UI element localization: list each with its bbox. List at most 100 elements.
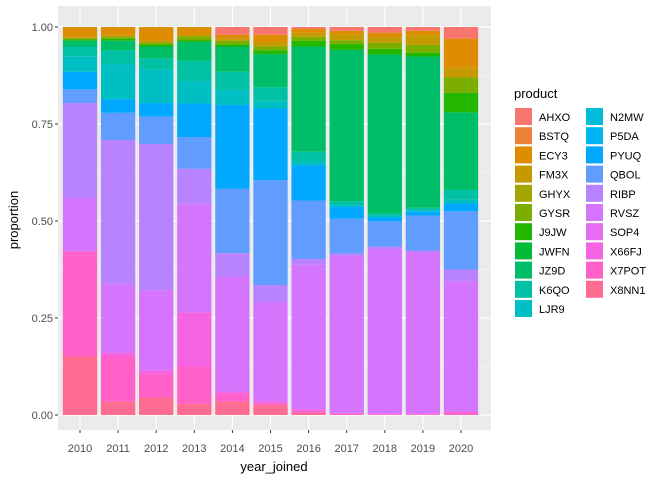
legend-label-ecy3: ECY3	[539, 150, 568, 162]
bar-segment-ljr9-2015	[253, 100, 288, 109]
legend-key-bstq	[515, 127, 532, 145]
bar-segment-rvsz-2017	[329, 255, 364, 413]
bar-segment-jz9d-2015	[253, 54, 288, 88]
bar-segment-gysr-2012	[139, 42, 174, 45]
bar-segment-ljr9-2010	[62, 56, 98, 72]
legend-label-jwfn: JWFN	[539, 246, 570, 258]
bar-segment-x7pot-2011	[100, 356, 136, 402]
bar-segment-ribp-2015	[253, 285, 288, 303]
bar-segment-fm3x-2013	[177, 34, 212, 37]
bar-segment-ljr9-2012	[139, 69, 174, 104]
bar-segment-rvsz-2014	[215, 276, 250, 392]
legend-key-ribp	[586, 184, 603, 202]
bar-segment-ecy3-2017	[329, 30, 364, 35]
bar-segment-qbol-2012	[139, 116, 174, 144]
legend-label-x8nn1: X8NN1	[610, 285, 645, 297]
bar-segment-jz9d-2013	[177, 41, 212, 61]
bar-segment-x66fj-2020	[443, 411, 479, 414]
legend-key-x8nn1	[586, 280, 603, 298]
bar-segment-ribp-2020	[443, 269, 479, 282]
bar-segment-ljr9-2017	[329, 205, 364, 208]
bar-segment-rvsz-2020	[443, 281, 479, 412]
bar-segment-x66fj-2014	[215, 391, 250, 394]
bar-segment-pyuq-2017	[329, 207, 364, 219]
bar-segment-gysr-2013	[177, 36, 212, 41]
bar-segment-qbol-2020	[443, 211, 479, 270]
bar-segment-k6qo-2015	[253, 87, 288, 101]
legend-label-sop4: SOP4	[610, 227, 639, 239]
bar-segment-k6qo-2020	[443, 189, 479, 200]
bar-segment-x7pot-2020	[443, 413, 479, 415]
bar-segment-rvsz-2013	[177, 204, 212, 313]
bar-segment-qbol-2019	[405, 215, 441, 251]
legend-label-ghyx: GHYX	[539, 189, 571, 201]
bar-segment-fm3x-2010	[62, 36, 98, 39]
legend-key-n2mw	[586, 108, 603, 125]
bar-segment-jz9d-2010	[62, 40, 98, 47]
y-axis-title: proportion	[6, 191, 21, 250]
legend-key-ghyx	[515, 184, 532, 202]
bar-segment-gysr-2015	[253, 46, 288, 51]
bar-segment-j9jw-2013	[177, 40, 212, 42]
bar-segment-ribp-2017	[329, 253, 364, 256]
bar-segment-rvsz-2019	[405, 252, 441, 414]
bar-segment-x8nn1-2015	[253, 405, 288, 415]
bar-segment-x66fj-2015	[253, 401, 288, 404]
bar-segment-qbol-2018	[367, 221, 402, 247]
bar-segment-fm3x-2012	[139, 40, 174, 43]
bar-segment-ahxo-2017	[329, 27, 364, 31]
legend-key-x66fj	[586, 242, 603, 260]
bar-segment-ecy3-2012	[139, 27, 174, 41]
bar-segment-ecy3-2015	[253, 34, 288, 43]
bar-segment-x66fj-2012	[139, 370, 174, 375]
bar-segment-pyuq-2014	[215, 104, 250, 189]
bar-segment-fm3x-2017	[329, 34, 364, 41]
x-tick-label: 2011	[106, 443, 130, 455]
bar-segment-ribp-2016	[291, 259, 326, 265]
bar-segment-ahxo-2014	[215, 27, 250, 35]
y-tick-label: 1.00	[32, 22, 53, 34]
bar-segment-gysr-2020	[443, 77, 479, 93]
legend-label-rvsz: RVSZ	[610, 208, 639, 220]
bar-segment-jz9d-2011	[100, 40, 136, 51]
legend-label-p5da: P5DA	[610, 131, 639, 143]
legend-key-sop4	[586, 223, 603, 241]
bar-segment-gysr-2017	[329, 40, 364, 45]
bar-segment-j9jw-2014	[215, 44, 250, 47]
bar-segment-qbol-2015	[253, 180, 288, 286]
x-tick-label: 2018	[373, 443, 397, 455]
bar-segment-x66fj-2011	[100, 352, 136, 357]
bar-segment-qbol-2010	[62, 89, 98, 104]
bar-segment-ahxo-2015	[253, 27, 288, 35]
bar-segment-j9jw-2019	[405, 52, 441, 57]
bar-segment-x7pot-2010	[62, 251, 98, 357]
legend-label-j9jw: J9JW	[539, 227, 567, 239]
bar-segment-k6qo-2011	[100, 50, 136, 65]
bar-segment-jz9d-2012	[139, 46, 174, 59]
bar-segment-qbol-2017	[329, 218, 364, 254]
bar-segment-ribp-2010	[62, 103, 98, 199]
legend: product AHXO BSTQ ECY3 FM3X GHYX GYSR J9JW JWFN…	[514, 86, 646, 317]
bar-segment-j9jw-2020	[443, 92, 479, 113]
legend-label-ljr9: LJR9	[539, 304, 565, 316]
x-tick-label: 2017	[334, 443, 358, 455]
bar-segment-gysr-2016	[291, 36, 326, 41]
bar-segment-gysr-2011	[100, 36, 136, 39]
bar-segment-jz9d-2019	[405, 56, 441, 208]
legend-key-k6qo	[515, 280, 532, 298]
bar-segment-fm3x-2020	[443, 67, 479, 78]
legend-label-gysr: GYSR	[539, 208, 570, 220]
bar-segment-ecy3-2010	[62, 27, 98, 37]
bar-segment-fm3x-2011	[100, 34, 136, 37]
x-tick-label: 2013	[182, 443, 206, 455]
legend-key-jz9d	[515, 261, 532, 279]
bar-segment-k6qo-2016	[291, 151, 326, 162]
bar-segment-ljr9-2019	[405, 209, 441, 212]
bar-segment-j9jw-2015	[253, 50, 288, 55]
bar-segment-ribp-2014	[215, 253, 250, 277]
bar-segment-k6qo-2017	[329, 201, 364, 206]
legend-key-gysr	[515, 204, 532, 221]
x-tick-label: 2020	[449, 443, 473, 455]
